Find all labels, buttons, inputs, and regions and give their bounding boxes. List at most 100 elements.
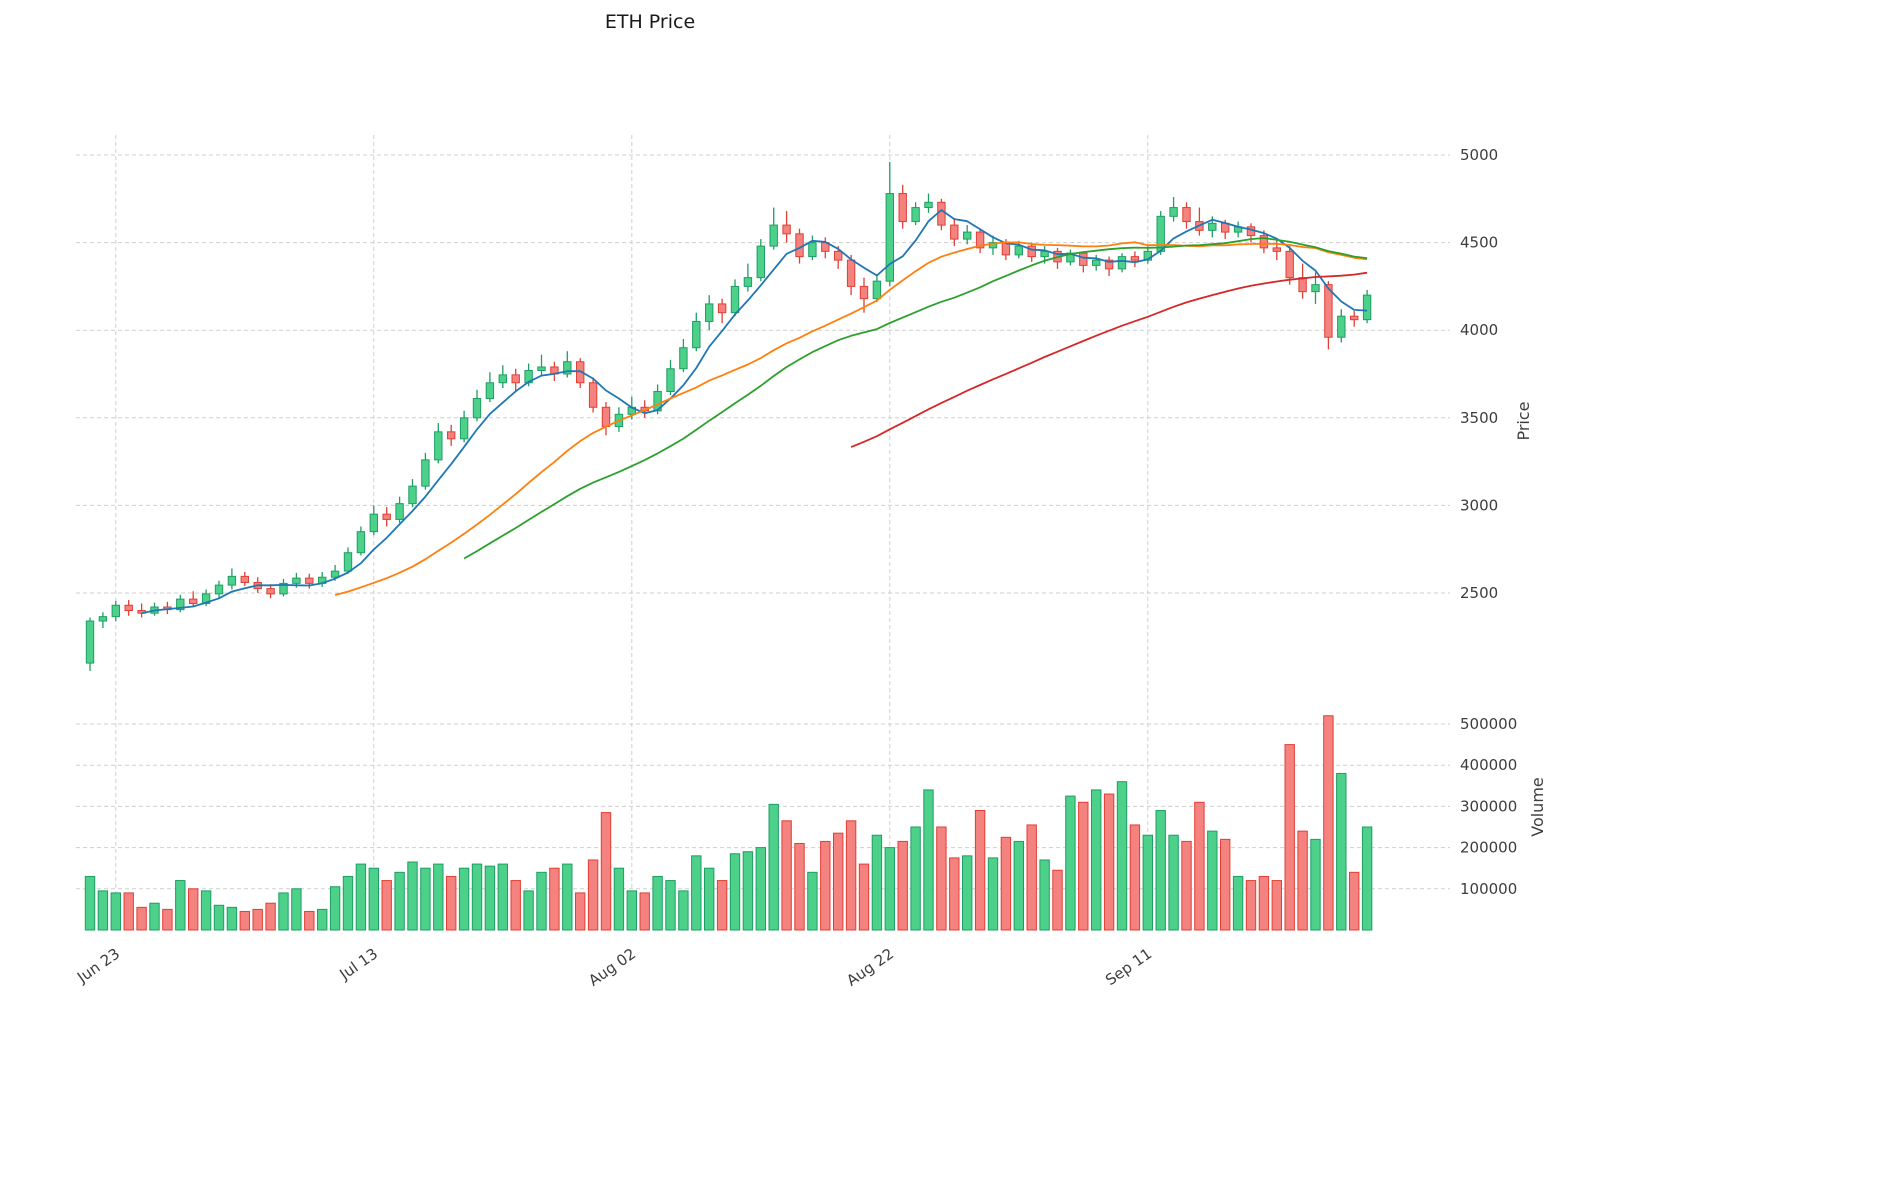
ma30-line <box>463 237 1368 560</box>
candle-body <box>924 201 933 209</box>
volume-bar <box>1245 880 1257 931</box>
candle-body <box>705 303 714 322</box>
candle-body <box>666 368 675 393</box>
candle-body <box>369 513 379 533</box>
candle-body <box>834 250 843 261</box>
x-tick-label: Jul 13 <box>336 945 382 984</box>
candle-body <box>692 320 701 349</box>
volume-bar <box>1155 810 1166 931</box>
volume-bar <box>987 857 999 931</box>
candle-body <box>459 417 469 440</box>
candle-body <box>937 201 946 226</box>
candle-body <box>975 231 985 249</box>
volume-bar <box>458 867 470 931</box>
volume-bar <box>200 890 212 931</box>
candle-body <box>1182 207 1191 223</box>
candle-body <box>214 584 224 595</box>
volume-bar <box>407 861 418 931</box>
volume-bar <box>175 880 186 931</box>
volume-bar <box>1181 840 1192 931</box>
volume-bar <box>420 867 431 931</box>
candle-body <box>498 374 508 384</box>
candle-body <box>769 224 778 247</box>
candle-body <box>485 382 495 400</box>
volume-bar <box>936 826 947 931</box>
volume-bar <box>691 855 702 931</box>
moving-average-lines <box>141 209 1368 615</box>
volume-bar <box>1091 789 1102 931</box>
candle-body <box>472 398 482 419</box>
price-tick-label: 2500 <box>1460 584 1498 602</box>
volume-bar <box>1258 875 1270 931</box>
volume-bar <box>613 867 625 931</box>
volume-bar <box>1078 801 1089 931</box>
candle-body <box>1040 250 1049 258</box>
candle-body <box>266 588 275 595</box>
volume-bar <box>1013 840 1024 931</box>
candle-body <box>408 485 417 505</box>
volume-bar <box>1194 801 1205 931</box>
volume-bar <box>768 803 779 931</box>
candle-body <box>679 347 688 370</box>
candle-body <box>240 575 250 583</box>
volume-bar <box>587 859 599 931</box>
candle-body <box>730 285 740 314</box>
candle-body <box>1272 247 1281 252</box>
volume-bar <box>510 880 521 931</box>
candle-body <box>859 285 869 300</box>
candle-body <box>447 431 456 440</box>
candle-body <box>1169 207 1178 217</box>
volume-bar <box>433 863 444 931</box>
volume-bar <box>1336 772 1347 931</box>
price-tick-label: 3500 <box>1460 409 1498 427</box>
candle-body <box>885 193 894 282</box>
volume-bar <box>136 906 147 931</box>
candle-body <box>872 280 882 300</box>
volume-bar <box>1323 715 1334 931</box>
volume-bar <box>1065 795 1076 931</box>
volume-bar <box>1349 871 1360 931</box>
volume-bar <box>1103 793 1115 931</box>
candle-body <box>782 224 791 235</box>
volume-tick-label: 500000 <box>1460 715 1517 733</box>
candle-body <box>176 598 185 611</box>
candle-body <box>356 531 366 554</box>
chart-title: ETH Price <box>605 11 695 33</box>
volume-bar <box>626 890 637 931</box>
volume-bar <box>1039 859 1050 931</box>
candle-body <box>743 277 753 287</box>
volume-tick-label: 400000 <box>1460 756 1517 774</box>
candle-body <box>1014 245 1023 256</box>
volume-bar <box>742 851 754 931</box>
volume-bar <box>317 908 328 931</box>
candle-body <box>1027 245 1036 258</box>
candle-body <box>988 242 998 249</box>
volume-bar <box>497 863 509 931</box>
volume-axis-label: Volume <box>1528 777 1547 837</box>
candle-body <box>1079 252 1088 266</box>
volume-bar <box>600 812 612 931</box>
volume-bar <box>1000 836 1012 931</box>
volume-bar <box>755 847 766 931</box>
candle-body <box>563 361 572 375</box>
volume-bar <box>1168 834 1179 931</box>
candle-body <box>98 616 108 622</box>
candle-body <box>111 604 120 618</box>
volume-bar <box>1026 824 1037 931</box>
price-axis-label: Price <box>1514 401 1533 440</box>
candle-body <box>576 361 585 384</box>
candle-body <box>898 193 907 223</box>
candle-body <box>963 231 972 240</box>
volume-bar <box>239 910 251 931</box>
x-tick-label: Aug 22 <box>843 945 897 990</box>
volume-bar <box>807 871 818 931</box>
candle-body <box>756 245 765 279</box>
candle-body <box>1117 256 1127 270</box>
candle-body <box>343 552 353 572</box>
candle-body <box>292 577 301 584</box>
volume-bar <box>704 867 715 931</box>
volume-bar <box>652 875 663 931</box>
candle-body <box>124 604 133 612</box>
volume-bar <box>536 871 547 931</box>
volume-bar <box>162 908 173 931</box>
